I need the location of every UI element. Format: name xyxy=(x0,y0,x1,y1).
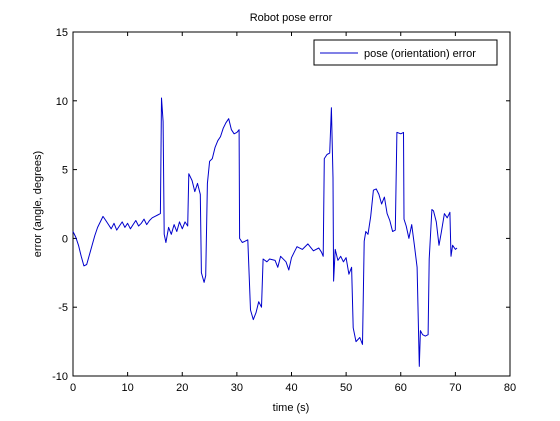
y-axis-label: error (angle, degrees) xyxy=(32,151,44,257)
y-tick-label: -10 xyxy=(52,371,68,383)
x-axis-label: time (s) xyxy=(273,402,310,414)
x-tick-label: 20 xyxy=(176,382,188,394)
plot-area xyxy=(72,31,511,377)
x-tick-label: 30 xyxy=(231,382,243,394)
chart-title: Robot pose error xyxy=(250,12,333,24)
x-tick-label: 80 xyxy=(504,382,516,394)
series-layer xyxy=(72,97,458,367)
series-line xyxy=(72,97,458,367)
legend: pose (orientation) error xyxy=(313,39,498,66)
y-tick-label: 0 xyxy=(62,233,68,245)
x-tick-label: 70 xyxy=(449,382,461,394)
y-tick-label: 10 xyxy=(56,96,68,108)
x-tick-label: 50 xyxy=(340,382,352,394)
y-tick-label: 5 xyxy=(62,165,68,177)
x-tick-label: 60 xyxy=(395,382,407,394)
axis-ticks: 0 10 20 30 40 50 60 70 80 -10 -5 0 5 10 15 xyxy=(52,27,516,394)
y-tick-label: -5 xyxy=(58,302,68,314)
x-tick-label: 40 xyxy=(285,382,297,394)
legend-label: pose (orientation) error xyxy=(364,48,476,60)
x-tick-label: 10 xyxy=(122,382,134,394)
y-tick-label: 15 xyxy=(56,27,68,39)
x-tick-label: 0 xyxy=(70,382,76,394)
